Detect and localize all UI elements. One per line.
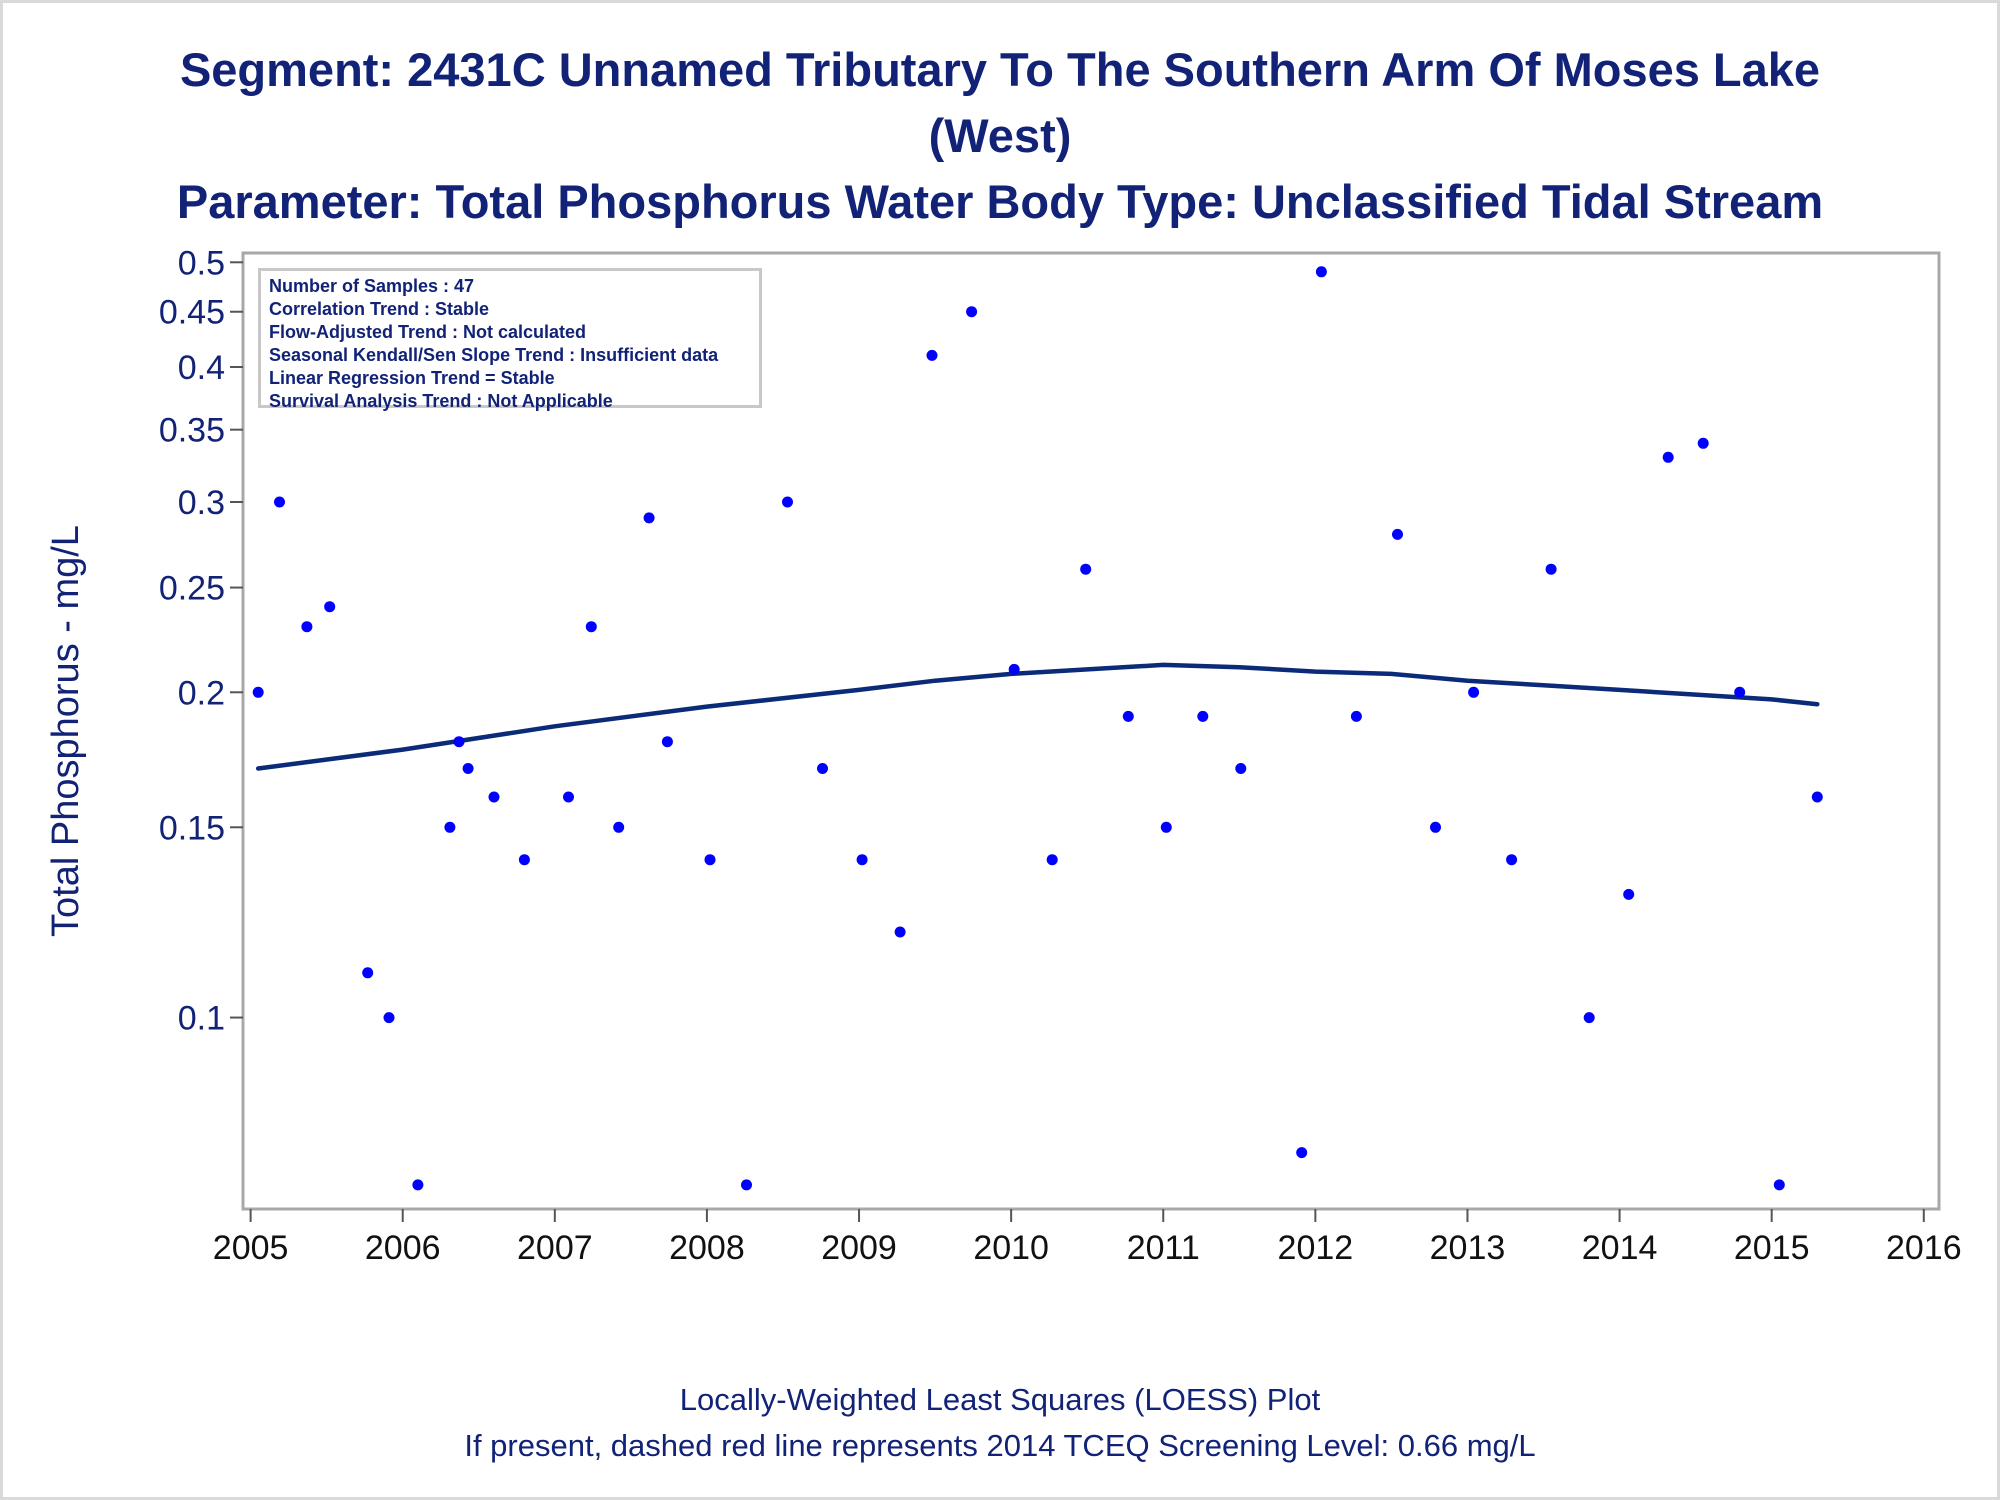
stat-correlation-trend: Correlation Trend : Stable	[269, 299, 490, 319]
data-point	[383, 1012, 395, 1024]
data-point	[1430, 821, 1441, 833]
y-tick-label: 0.5	[178, 244, 225, 282]
x-tick-label: 2015	[1734, 1229, 1810, 1267]
y-tick-label: 0.3	[178, 484, 225, 522]
y-tick-label: 0.1	[178, 1000, 225, 1038]
data-point	[1046, 854, 1058, 866]
data-point	[1197, 710, 1209, 722]
data-point	[1122, 710, 1134, 722]
data-point	[1350, 710, 1362, 722]
data-point	[1235, 763, 1247, 774]
data-point	[444, 821, 456, 833]
chart-title-line-2: (West)	[928, 109, 1072, 162]
data-point	[462, 763, 474, 774]
x-tick-label: 2014	[1582, 1229, 1658, 1267]
data-point	[1734, 686, 1746, 698]
data-point	[1296, 1147, 1308, 1159]
x-tick-label: 2012	[1278, 1229, 1354, 1267]
y-tick-label: 0.45	[159, 294, 225, 332]
x-tick-label: 2016	[1886, 1229, 1962, 1267]
footnote-screening-level: If present, dashed red line represents 2…	[464, 1428, 1536, 1463]
data-point	[661, 736, 673, 748]
y-tick-label: 0.15	[159, 809, 225, 847]
chart-title-line-1: Segment: 2431C Unnamed Tributary To The …	[179, 43, 1821, 96]
y-axis: 0.1 0.15 0.2 0.25 0.3 0.35 0.4 0.45 0.5	[159, 244, 243, 1038]
data-point	[1583, 1012, 1595, 1024]
data-point	[252, 686, 264, 698]
y-axis-label: Total Phosphorus - mg/L	[45, 525, 87, 937]
data-point	[1697, 437, 1709, 449]
data-point	[926, 349, 938, 361]
footnote-loess: Locally-Weighted Least Squares (LOESS) P…	[679, 1382, 1321, 1417]
data-point	[741, 1179, 752, 1191]
x-tick-label: 2007	[517, 1229, 593, 1267]
x-tick-label: 2006	[365, 1229, 441, 1267]
data-point	[518, 854, 530, 866]
data-point	[613, 821, 625, 833]
series-layer	[252, 266, 1823, 1191]
data-point	[488, 791, 500, 803]
y-tick-label: 0.35	[159, 412, 225, 450]
stat-seasonal-kendall-trend: Seasonal Kendall/Sen Slope Trend : Insuf…	[269, 345, 719, 365]
x-tick-label: 2005	[213, 1229, 289, 1267]
data-point	[856, 854, 868, 866]
data-point	[1392, 528, 1403, 540]
data-point	[563, 791, 574, 803]
data-point	[704, 854, 716, 866]
x-tick-label: 2013	[1430, 1229, 1506, 1267]
data-point	[1773, 1179, 1785, 1191]
data-point	[817, 763, 828, 774]
data-point	[966, 306, 978, 318]
data-point	[412, 1179, 424, 1191]
x-tick-label: 2011	[1127, 1229, 1200, 1267]
stat-survival-analysis-trend: Survival Analysis Trend : Not Applicable	[269, 391, 613, 411]
data-point	[1008, 663, 1020, 675]
data-point	[453, 736, 465, 748]
x-tick-label: 2009	[821, 1229, 897, 1267]
data-point	[1545, 563, 1557, 575]
data-point	[1623, 888, 1635, 900]
data-point	[782, 496, 793, 508]
stat-samples: Number of Samples : 47	[269, 276, 475, 296]
data-point	[1315, 266, 1327, 278]
x-tick-label: 2008	[669, 1229, 745, 1267]
loess-trend-line	[255, 662, 1820, 771]
y-tick-label: 0.2	[178, 674, 225, 712]
data-point	[643, 512, 655, 524]
data-point	[1468, 686, 1480, 698]
data-point	[274, 496, 285, 508]
data-point	[1811, 791, 1823, 803]
data-point	[1506, 854, 1518, 866]
x-tick-label: 2010	[973, 1229, 1049, 1267]
trend-stats-box: Number of Samples : 47 Correlation Trend…	[258, 268, 762, 411]
y-tick-label: 0.25	[159, 570, 225, 608]
data-point	[894, 926, 906, 938]
stat-linear-regression-trend: Linear Regression Trend = Stable	[269, 368, 555, 388]
chart-title-line-3: Parameter: Total Phosphorus Water Body T…	[176, 175, 1824, 228]
plot-area	[241, 251, 1941, 1211]
x-axis: 2005 2006 2007 2008 2009 2010 2011 2012 2013 2014…	[213, 1209, 1962, 1267]
stat-flow-adjusted-trend: Flow-Adjusted Trend : Not calculated	[269, 322, 587, 342]
data-point	[585, 621, 597, 633]
data-point	[362, 967, 374, 979]
data-point	[301, 621, 313, 633]
y-tick-label: 0.4	[178, 349, 225, 387]
data-point	[1160, 821, 1172, 833]
data-point	[1080, 563, 1092, 575]
data-point	[324, 601, 336, 613]
data-point	[1662, 451, 1674, 463]
